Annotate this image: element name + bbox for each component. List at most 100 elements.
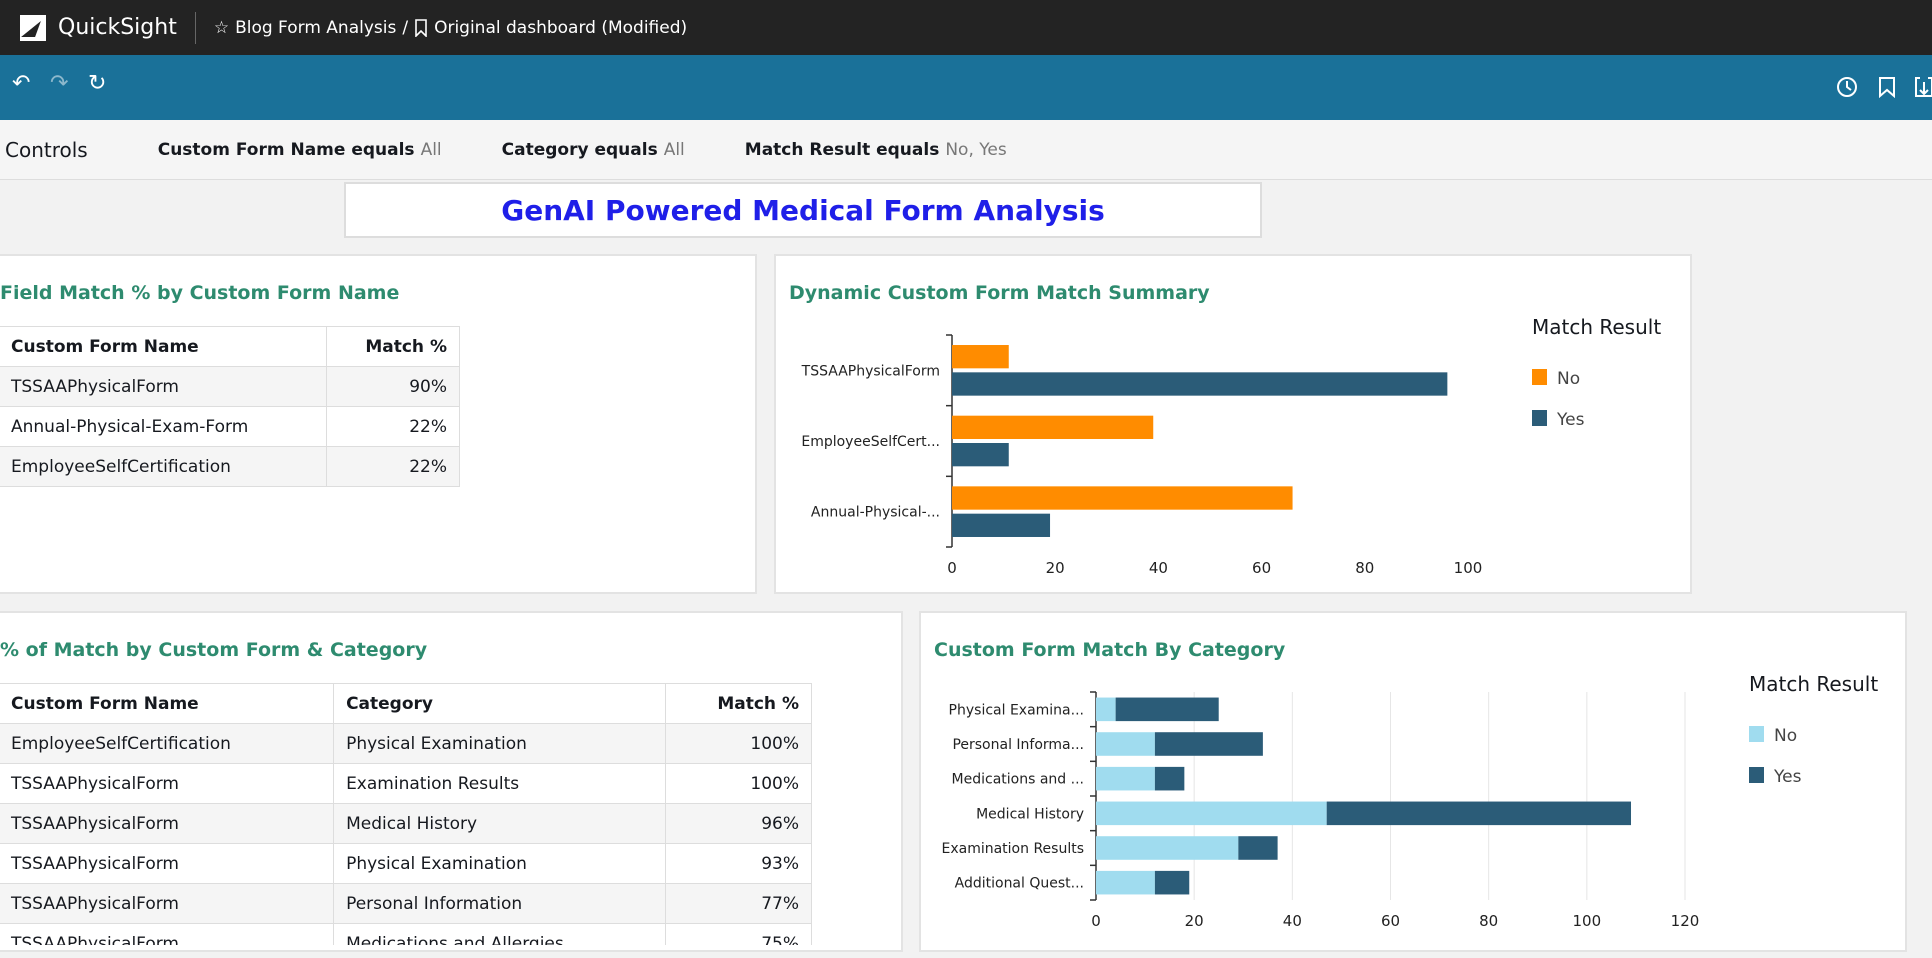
x-tick-label: 100: [1573, 912, 1602, 930]
dashboard-name[interactable]: Original dashboard (Modified): [434, 17, 688, 38]
quicksight-logo-icon[interactable]: [20, 14, 46, 41]
bar-no: [1096, 836, 1239, 860]
table-row[interactable]: TSSAAPhysicalForm Medical History 96%: [0, 803, 812, 844]
filter-category[interactable]: Category equals All: [501, 139, 685, 160]
bookmark-icon: [415, 18, 427, 37]
table-cell: TSSAAPhysicalForm: [0, 883, 335, 924]
table-cell: 100%: [665, 723, 812, 764]
bar-yes: [952, 513, 1051, 537]
table-row[interactable]: TSSAAPhysicalForm Physical Examination 93%: [0, 843, 812, 884]
bar-yes: [952, 443, 1009, 467]
legend-title: Match Result: [1532, 315, 1661, 339]
breadcrumb: ☆ Blog Form Analysis / Original dashboar…: [214, 18, 687, 38]
table-cell: 96%: [665, 803, 812, 844]
undo-icon[interactable]: ↶: [12, 71, 31, 96]
match-by-category-chart: 0 20 40 60 80 100 120 Physical Examina... Person…: [941, 672, 1878, 930]
table-cell: 77%: [665, 883, 812, 924]
table-row[interactable]: Annual-Physical-Exam-Form 22%: [0, 406, 461, 447]
chart-visual-match-by-category[interactable]: Custom Form Match By Category 0 20 40 60 80 1…: [919, 611, 1907, 952]
x-tick-label: 80: [1479, 912, 1498, 930]
table-row[interactable]: EmployeeSelfCertification 22%: [0, 446, 461, 487]
legend-item-yes: Yes: [1773, 767, 1802, 787]
legend-swatch: [1532, 410, 1547, 426]
table-cell: TSSAAPhysicalForm: [0, 763, 335, 804]
column-header[interactable]: Custom Form Name: [0, 326, 327, 367]
category-label: Physical Examina...: [949, 702, 1084, 718]
bar-no: [952, 345, 1009, 369]
match-summary-chart: 0 20 40 60 80 100 TSSAAPhysicalForm EmployeeSel…: [801, 315, 1662, 577]
bar-no: [1096, 697, 1116, 722]
legend-item-yes: Yes: [1556, 410, 1585, 430]
filter-custom-form-name[interactable]: Custom Form Name equals All: [157, 139, 442, 160]
table-cell: Physical Examination: [333, 843, 667, 884]
match-by-category-table: Custom Form Name Category Match % Employee…: [0, 683, 812, 945]
category-label: Additional Quest...: [955, 876, 1084, 892]
table-visual-match-by-category[interactable]: % of Match by Custom Form & Category Cus…: [0, 611, 903, 952]
bookmark-icon[interactable]: [1878, 76, 1896, 98]
filter-match-result[interactable]: Match Result equals No, Yes: [744, 139, 1007, 160]
table-row[interactable]: TSSAAPhysicalForm 90%: [0, 366, 461, 407]
table-cell: Personal Information: [333, 883, 667, 924]
toolbar: ↶ ↷ ↻: [0, 55, 1932, 120]
bar-yes: [1154, 870, 1190, 895]
visual-title: Custom Form Match By Category: [934, 639, 1286, 661]
table-cell: EmployeeSelfCertification: [0, 723, 335, 764]
column-header[interactable]: Custom Form Name: [0, 683, 335, 724]
divider: [194, 11, 196, 44]
controls-label[interactable]: Controls: [5, 137, 88, 162]
table-cell: Annual-Physical-Exam-Form: [0, 406, 327, 447]
app-name[interactable]: QuickSight: [58, 15, 177, 40]
x-tick-label: 0: [1091, 912, 1101, 930]
category-label: TSSAAPhysicalForm: [801, 363, 940, 379]
bar-no: [1096, 870, 1155, 895]
table-scroll-area[interactable]: Custom Form Name Category Match % Employee…: [0, 683, 814, 945]
schedule-icon[interactable]: [1836, 76, 1858, 98]
table-cell: 93%: [665, 843, 812, 884]
table-cell: 75%: [665, 923, 812, 945]
visual-title: % of Match by Custom Form & Category: [0, 639, 428, 661]
bar-yes: [952, 372, 1448, 396]
table-row[interactable]: EmployeeSelfCertification Physical Examin…: [0, 723, 812, 764]
column-header[interactable]: Match %: [325, 326, 461, 367]
x-tick-label: 60: [1252, 559, 1271, 577]
table-row[interactable]: TSSAAPhysicalForm Examination Results 100%: [0, 763, 812, 804]
table-cell: 100%: [665, 763, 812, 804]
visual-title: Dynamic Custom Form Match Summary: [789, 282, 1210, 304]
reset-icon[interactable]: ↻: [88, 71, 107, 96]
field-match-table: Custom Form Name Match % TSSAAPhysicalFor…: [0, 326, 461, 487]
table-cell: TSSAAPhysicalForm: [0, 803, 335, 844]
legend-title: Match Result: [1749, 672, 1878, 696]
bar-no: [952, 486, 1293, 510]
x-tick-label: 60: [1381, 912, 1400, 930]
category-label: Examination Results: [941, 841, 1084, 857]
redo-icon[interactable]: ↷: [50, 71, 69, 96]
table-row[interactable]: TSSAAPhysicalForm Medications and Allergi…: [0, 923, 812, 945]
column-header[interactable]: Category: [333, 683, 667, 724]
analysis-name[interactable]: Blog Form Analysis: [235, 17, 397, 38]
table-cell: 22%: [325, 446, 461, 487]
column-header[interactable]: Match %: [665, 683, 812, 724]
table-cell: Medical History: [333, 803, 667, 844]
table-visual-field-match[interactable]: Field Match % by Custom Form Name Custom…: [0, 254, 757, 594]
bar-yes: [1326, 801, 1632, 826]
bar-yes: [1154, 732, 1263, 756]
legend-swatch: [1749, 726, 1764, 742]
top-bar: QuickSight ☆ Blog Form Analysis / Origin…: [0, 0, 1932, 55]
chart-visual-match-summary[interactable]: Dynamic Custom Form Match Summary 0 20 40 6…: [774, 254, 1692, 594]
category-label: Annual-Physical-...: [811, 505, 940, 521]
x-tick-label: 0: [947, 559, 957, 577]
export-icon[interactable]: [1914, 76, 1932, 98]
table-cell: 22%: [325, 406, 461, 447]
bar-yes: [1115, 697, 1219, 722]
bar-no: [952, 415, 1154, 439]
table-row[interactable]: TSSAAPhysicalForm Personal Information 77%: [0, 883, 812, 924]
dashboard-title: GenAI Powered Medical Form Analysis: [344, 182, 1262, 238]
category-label: Medical History: [976, 806, 1084, 822]
legend-item-no: No: [1557, 369, 1580, 389]
x-tick-label: 20: [1046, 559, 1065, 577]
table-cell: TSSAAPhysicalForm: [0, 843, 335, 884]
bar-no: [1096, 766, 1155, 791]
table-cell: TSSAAPhysicalForm: [0, 923, 335, 945]
star-icon[interactable]: ☆: [213, 17, 230, 38]
bar-no: [1096, 801, 1327, 826]
